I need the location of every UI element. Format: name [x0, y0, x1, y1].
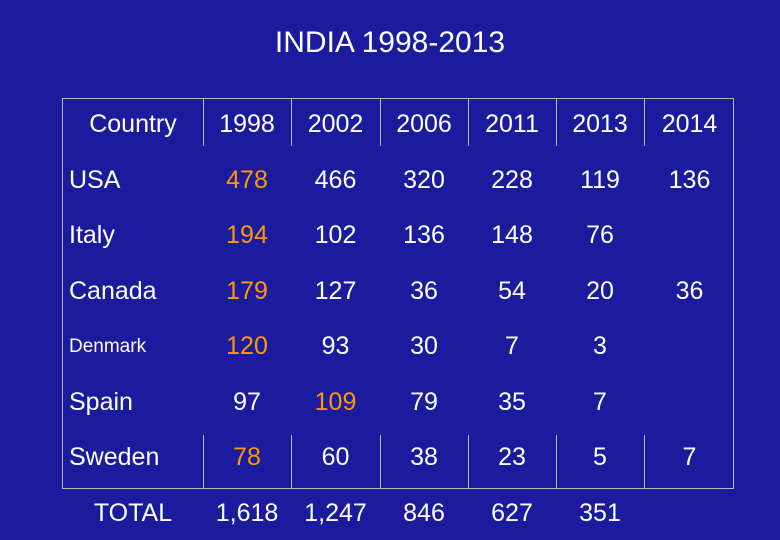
table-cell: 136 [403, 221, 445, 249]
table-cell: 20 [586, 276, 614, 305]
table-cell: 38 [410, 443, 438, 471]
table-cell: 97 [233, 387, 261, 416]
table-cell: 109 [314, 387, 357, 416]
table-cell: 7 [593, 387, 607, 416]
table-cell: 7 [682, 443, 697, 471]
table-cell: 7 [505, 332, 519, 360]
table-cell: 179 [226, 276, 268, 305]
header-cell: 1998 [219, 110, 275, 138]
row-label: Sweden [69, 443, 160, 471]
column-divider [556, 99, 557, 146]
table-cell: 35 [498, 387, 526, 416]
table-cell: 320 [403, 165, 445, 194]
row-label: Italy [69, 221, 115, 249]
column-divider [644, 99, 645, 146]
row-label: Denmark [69, 336, 147, 357]
table-cell: 194 [226, 221, 268, 249]
table-cell: 228 [491, 165, 533, 194]
table-cell: 102 [314, 221, 357, 249]
column-divider [291, 435, 292, 489]
data-table: Country 1998 2002 2006 2011 2013 2014 USA 478 466… [62, 98, 734, 527]
table-cell: 136 [668, 165, 711, 194]
table-cell: 120 [226, 332, 268, 360]
row-label: USA [69, 165, 121, 194]
header-cell: 2011 [485, 110, 539, 138]
row-label: Canada [69, 276, 157, 305]
slide-title: INDIA 1998-2013 [274, 26, 506, 59]
header-cell: 2002 [307, 110, 364, 138]
column-divider [203, 99, 204, 146]
table-cell: 5 [593, 443, 607, 471]
table-cell: 78 [233, 443, 261, 471]
table-cell: 60 [321, 443, 350, 471]
table-cell: 54 [498, 276, 526, 305]
table-cell: 466 [314, 165, 357, 194]
table-cell: 478 [226, 165, 268, 194]
column-divider [556, 435, 557, 489]
table-cell: 148 [491, 221, 533, 249]
table-cell: 93 [321, 332, 350, 360]
table-cell: 76 [586, 221, 614, 249]
table-cell: 36 [410, 276, 438, 305]
table-cell: 79 [410, 387, 438, 416]
table-cell: 127 [314, 276, 357, 305]
table-cell: 351 [579, 498, 621, 527]
header-cell: 2014 [661, 110, 718, 138]
table-cell: 846 [403, 498, 445, 527]
row-label: Spain [69, 387, 133, 416]
column-divider [203, 435, 204, 489]
column-divider [468, 99, 469, 146]
table-cell: 36 [675, 276, 704, 305]
header-cell: 2006 [396, 110, 452, 138]
column-divider [468, 435, 469, 489]
header-cell: Country [89, 110, 177, 138]
table-cell: 627 [491, 498, 533, 527]
column-divider [380, 435, 381, 489]
table-cell: 119 [580, 165, 620, 194]
table-cell: 30 [410, 332, 438, 360]
table-cell: 23 [498, 443, 526, 471]
table-cell: 1,618 [215, 498, 279, 527]
column-divider [380, 99, 381, 146]
table-cell: 1,247 [304, 498, 367, 527]
column-divider [644, 435, 645, 489]
table-cell: 3 [593, 332, 607, 360]
row-label: TOTAL [93, 498, 173, 527]
column-divider [291, 99, 292, 146]
header-cell: 2013 [572, 110, 628, 138]
